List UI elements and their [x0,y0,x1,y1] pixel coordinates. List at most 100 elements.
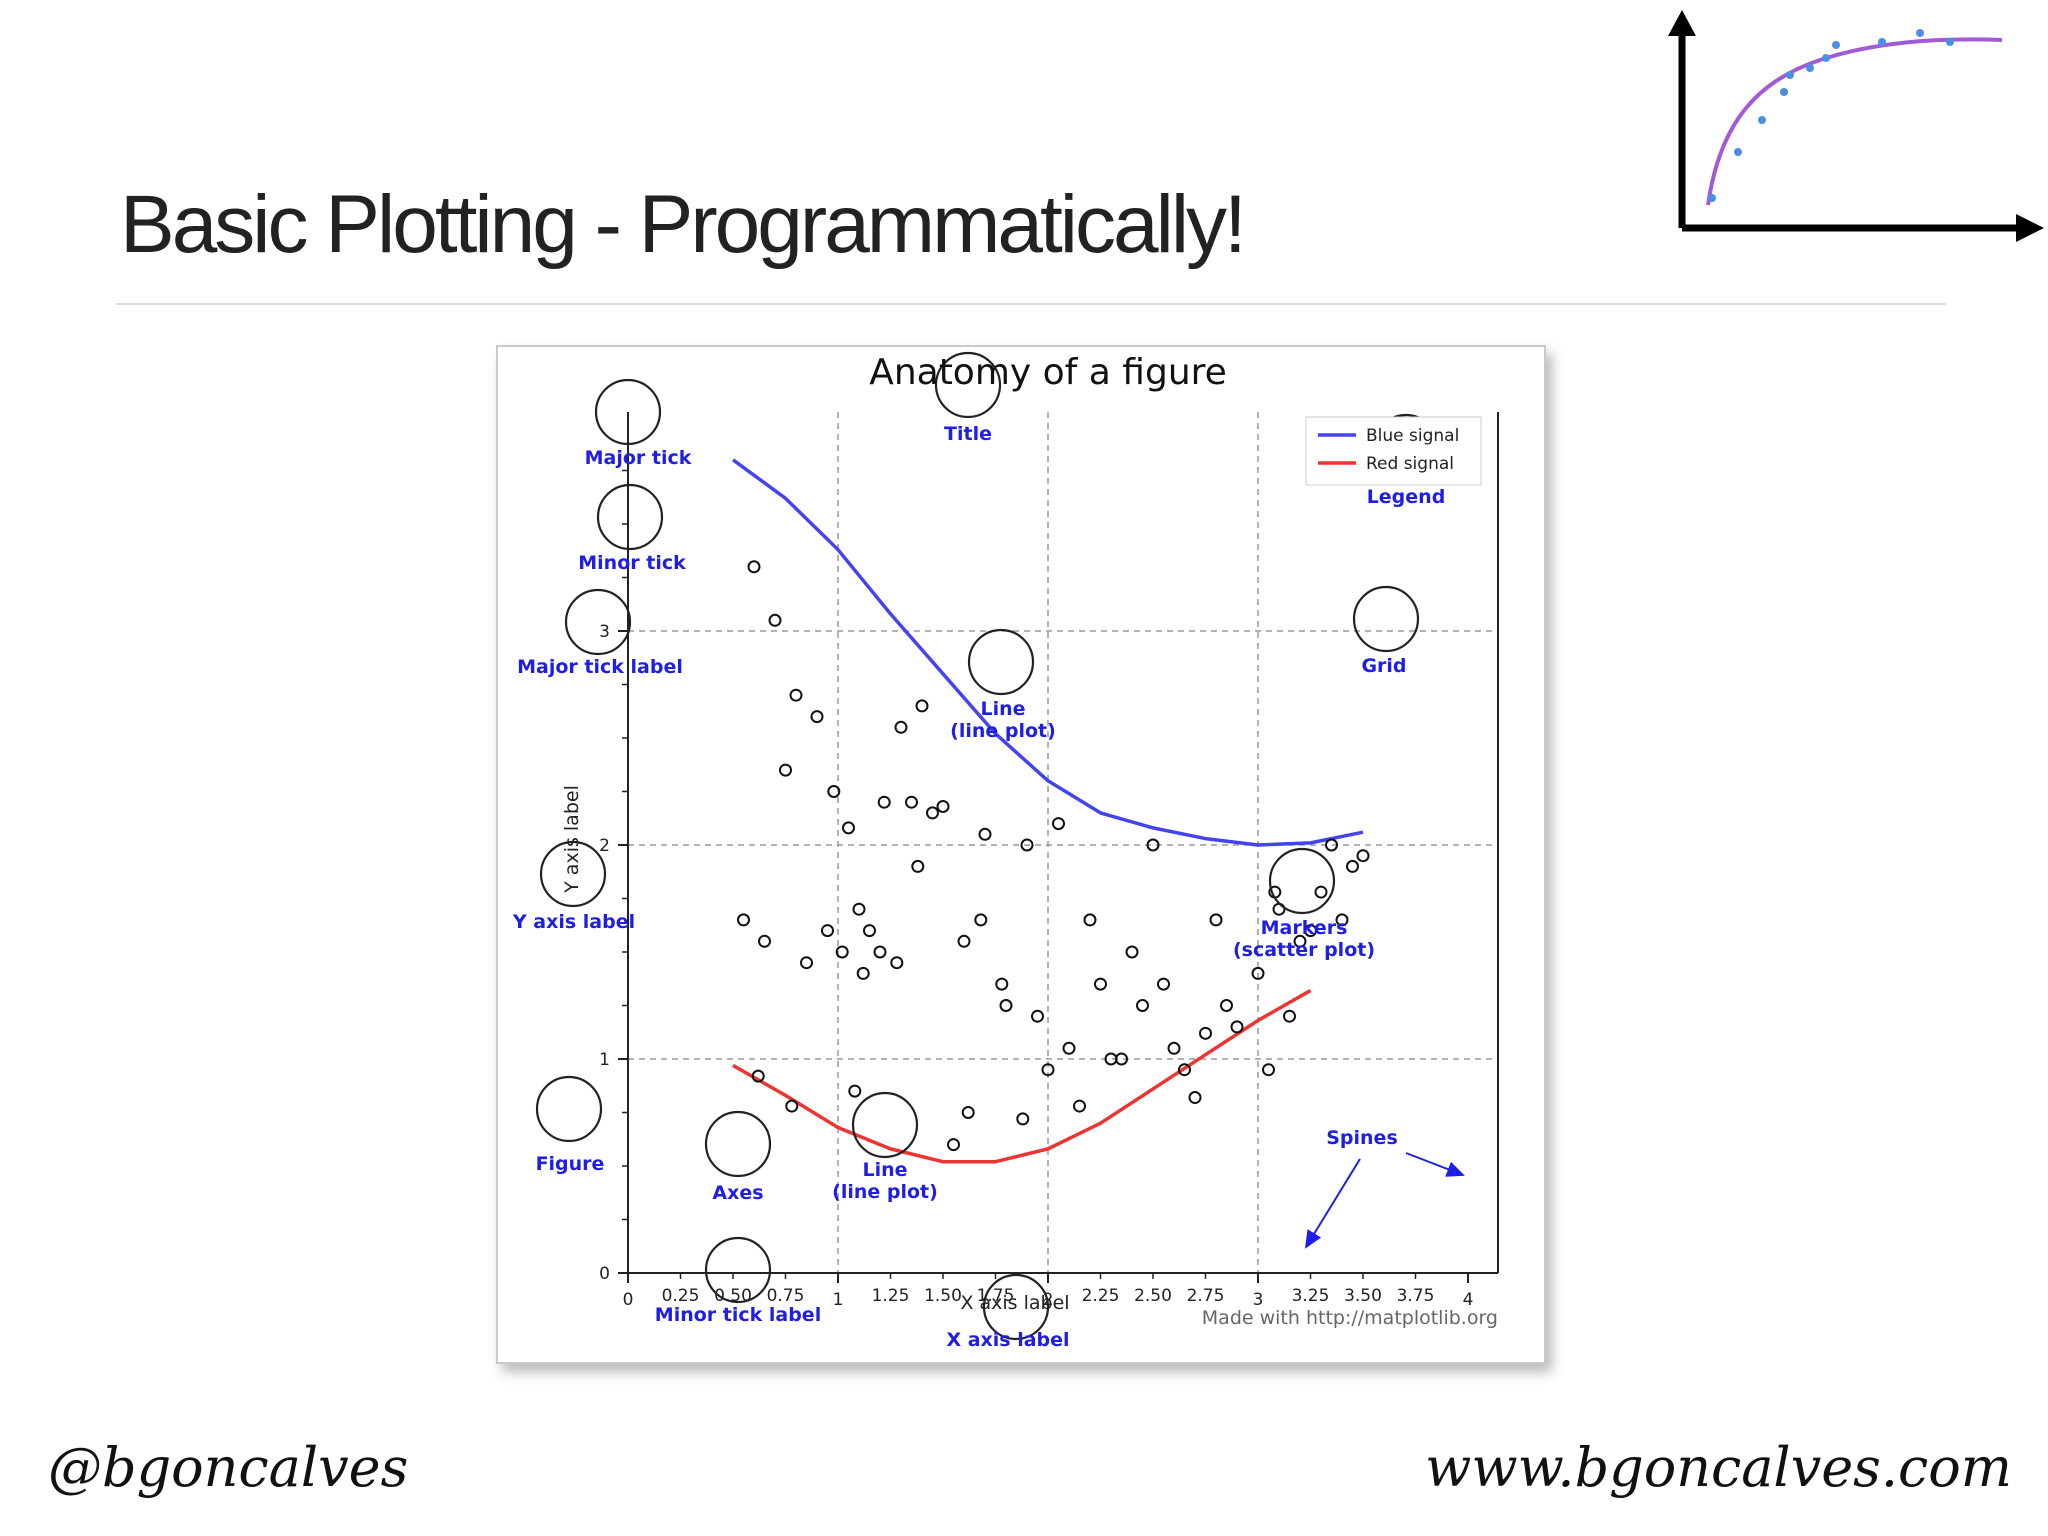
highlight-circle [851,1091,919,1159]
legend-box [1305,416,1482,486]
scatter-marker [995,977,1009,991]
scatter-marker [747,560,761,574]
scatter-marker [852,902,866,916]
annotation-labels: Title Major tick Minor tick Major tick labe… [512,423,1445,1351]
legend: Blue signal Red signal [1305,416,1482,486]
logo-point [1832,41,1840,49]
scatter-marker [1146,838,1160,852]
annotation-label: (line plot) [950,720,1056,742]
annotation-label: Markers [1261,917,1348,939]
scatter-marker [1094,977,1107,991]
scatter-marker [1041,1063,1055,1077]
matplotlib-anatomy-figure: 0 1 2 3 4 0.25 0.50 0.75 1.25 1.50 1.75 2.25 2.50 2.7… [496,345,1546,1364]
annotation-label: Major tick label [517,656,683,678]
scatter-marker [999,999,1013,1012]
scatter-marker [835,945,849,959]
logo-points [1708,29,1954,202]
scatter-marker [1052,817,1065,831]
x-minor-tick-label: 0.75 [767,1286,805,1306]
series-line-1 [732,989,1312,1164]
scatter-marker [821,924,834,938]
logo-point [1878,38,1886,46]
scatter-marker [1020,838,1034,852]
annotation-label: Minor tick label [655,1304,821,1326]
series-line-0 [731,458,1364,847]
scatter-marker [905,795,918,809]
scatter-marker [827,785,841,798]
x-minor-tick-label: 2.75 [1187,1286,1225,1306]
scatter-marker [1209,913,1223,927]
scatter-marker [911,859,925,873]
scatter-marker [1220,999,1233,1012]
scatter-marker [1115,1052,1128,1066]
highlight-circle [596,483,664,551]
scatter-marker [842,821,855,835]
x-major-tick-label: 4 [1463,1290,1474,1310]
scatter-marker [894,720,908,734]
x-minor-tick-label: 1.25 [872,1286,910,1306]
scatter-marker [1251,966,1265,980]
annotation-label: (line plot) [832,1181,938,1203]
scatter-marker [1335,913,1349,927]
annotation-label: Line [862,1159,907,1181]
annotation-label: Axes [712,1182,763,1204]
grid-lines [628,412,1498,1273]
annotation-label: X axis label [946,1329,1069,1351]
annotation-label: Grid [1361,655,1406,677]
x-major-tick-label: 1 [833,1290,844,1310]
scatter-marker [856,966,870,980]
highlight-circle [594,378,662,446]
chart-title: Anatomy of a figure [869,352,1227,393]
scatter-marker [1325,838,1338,852]
scatter-marker [758,934,771,948]
spines [627,412,1499,1274]
x-major-tick-label: 0 [623,1290,634,1310]
scatter-marker [947,1138,960,1152]
footer-handle: @bgoncalves [48,1436,409,1499]
scatter-marker [915,699,929,713]
scatter-marker [1073,1099,1086,1113]
scatter-marker [1304,924,1317,938]
scatter-marker [737,913,750,927]
x-major-tick-label: 3 [1253,1290,1264,1310]
highlight-circle [967,628,1035,696]
scatter-marker [978,827,992,841]
logo-x-arrow [2016,214,2044,242]
highlight-circle [704,1110,772,1178]
scatter-marker [1016,1112,1030,1126]
annotation-label: Line [980,698,1025,720]
x-minor-tick-label: 0.25 [662,1286,700,1306]
x-minor-tick-label: 2.25 [1082,1286,1120,1306]
logo-point [1734,148,1742,156]
slide-title: Basic Plotting - Programmatically! [120,179,1247,270]
ticks: 0 1 2 3 40.25 0.50 0.75 1.25 1.50 1.75 2.25 2.50 2.7… [599,469,1474,1310]
highlight-circle [539,840,607,908]
logo-point [1786,71,1794,79]
anatomy-chart: 0 1 2 3 40.25 0.50 0.75 1.25 1.50 1.75 2.25 2.50 2.7… [512,351,1499,1351]
x-minor-tick-label: 3.50 [1344,1286,1382,1306]
scatter-marker [1188,1091,1202,1105]
scatter-marker [800,956,813,970]
y-axis-label: Y axis label [561,785,583,894]
highlight-circle [564,588,632,656]
scatter-marker [751,1069,765,1083]
spine-arrow-right [1405,1152,1465,1177]
highlight-circle [535,1075,603,1143]
logo-point [1758,116,1766,124]
scatter-marker [974,913,988,927]
scatter-marker [1199,1026,1212,1040]
scatter-marker [1125,945,1139,959]
scatter-marker [1031,1009,1044,1023]
scatter-marker [1356,849,1370,863]
annotation-label: Minor tick [578,552,686,574]
scatter-markers [737,560,1370,1152]
annotation-label: (scatter plot) [1233,939,1375,961]
scatter-marker [890,956,904,970]
scatter-marker [873,945,887,959]
logo-point [1822,54,1830,62]
logo-point [1708,194,1716,202]
y-major-tick-label: 1 [599,1050,610,1070]
scatter-marker [926,806,939,820]
annotation-label: Figure [536,1153,605,1175]
scatter-marker [779,763,792,777]
